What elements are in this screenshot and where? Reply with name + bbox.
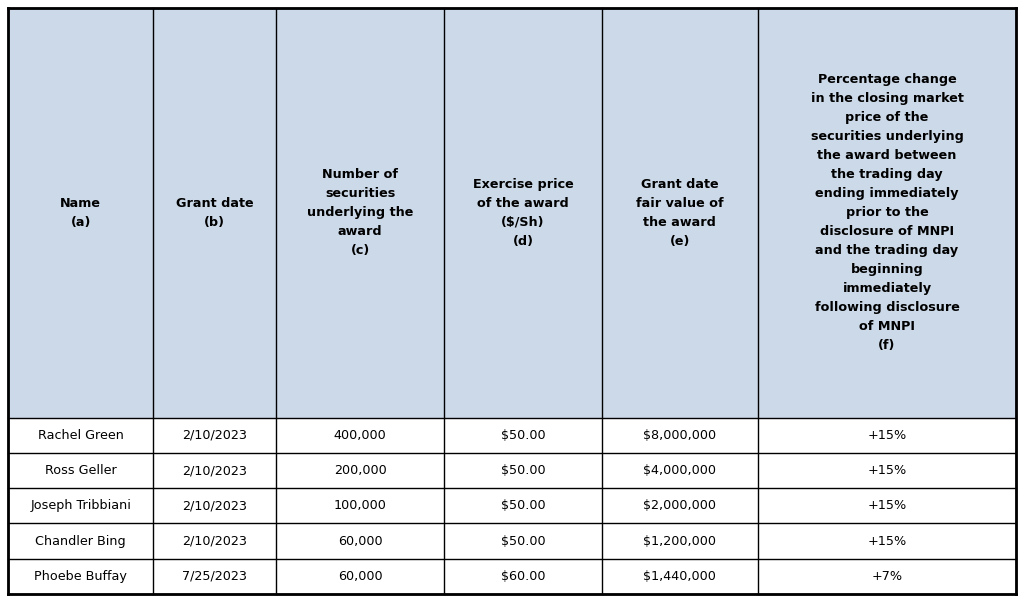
- Bar: [154, 453, 275, 488]
- Bar: [758, 453, 1016, 488]
- Bar: [602, 524, 758, 559]
- Bar: [602, 418, 758, 453]
- Bar: [444, 8, 602, 418]
- Text: Grant date
(b): Grant date (b): [176, 197, 254, 229]
- Bar: [154, 559, 275, 594]
- Text: 200,000: 200,000: [334, 464, 386, 477]
- Text: +7%: +7%: [871, 570, 902, 583]
- Bar: [758, 488, 1016, 524]
- Text: $50.00: $50.00: [501, 499, 545, 512]
- Text: 60,000: 60,000: [338, 570, 382, 583]
- Bar: [758, 524, 1016, 559]
- Bar: [275, 418, 444, 453]
- Text: $50.00: $50.00: [501, 464, 545, 477]
- Bar: [758, 8, 1016, 418]
- Bar: [444, 418, 602, 453]
- Bar: [275, 559, 444, 594]
- Text: 100,000: 100,000: [334, 499, 386, 512]
- Text: 400,000: 400,000: [334, 429, 386, 442]
- Bar: [444, 524, 602, 559]
- Text: Number of
securities
underlying the
award
(c): Number of securities underlying the awar…: [307, 169, 414, 257]
- Text: Joseph Tribbiani: Joseph Tribbiani: [31, 499, 131, 512]
- Bar: [8, 559, 154, 594]
- Bar: [275, 453, 444, 488]
- Bar: [444, 453, 602, 488]
- Text: Phoebe Buffay: Phoebe Buffay: [34, 570, 127, 583]
- Bar: [275, 488, 444, 524]
- Text: Percentage change
in the closing market
price of the
securities underlying
the a: Percentage change in the closing market …: [811, 73, 964, 352]
- Bar: [154, 524, 275, 559]
- Text: Name
(a): Name (a): [60, 197, 101, 229]
- Bar: [8, 8, 154, 418]
- Text: Ross Geller: Ross Geller: [45, 464, 117, 477]
- Text: $8,000,000: $8,000,000: [643, 429, 717, 442]
- Text: +15%: +15%: [867, 464, 906, 477]
- Bar: [602, 488, 758, 524]
- Bar: [154, 418, 275, 453]
- Text: $50.00: $50.00: [501, 429, 545, 442]
- Bar: [275, 8, 444, 418]
- Text: $4,000,000: $4,000,000: [643, 464, 717, 477]
- Text: Chandler Bing: Chandler Bing: [36, 535, 126, 548]
- Bar: [444, 559, 602, 594]
- Text: Rachel Green: Rachel Green: [38, 429, 124, 442]
- Text: $60.00: $60.00: [501, 570, 545, 583]
- Text: +15%: +15%: [867, 499, 906, 512]
- Text: Exercise price
of the award
($/Sh)
(d): Exercise price of the award ($/Sh) (d): [472, 178, 573, 248]
- Bar: [758, 559, 1016, 594]
- Text: $1,200,000: $1,200,000: [643, 535, 717, 548]
- Text: $1,440,000: $1,440,000: [643, 570, 716, 583]
- Text: 7/25/2023: 7/25/2023: [182, 570, 247, 583]
- Text: 60,000: 60,000: [338, 535, 382, 548]
- Bar: [8, 453, 154, 488]
- Text: 2/10/2023: 2/10/2023: [182, 535, 247, 548]
- Bar: [602, 453, 758, 488]
- Bar: [444, 488, 602, 524]
- Text: 2/10/2023: 2/10/2023: [182, 464, 247, 477]
- Bar: [8, 524, 154, 559]
- Bar: [758, 418, 1016, 453]
- Bar: [154, 488, 275, 524]
- Bar: [602, 8, 758, 418]
- Text: +15%: +15%: [867, 535, 906, 548]
- Text: $50.00: $50.00: [501, 535, 545, 548]
- Bar: [602, 559, 758, 594]
- Bar: [275, 524, 444, 559]
- Text: $2,000,000: $2,000,000: [643, 499, 717, 512]
- Text: Grant date
fair value of
the award
(e): Grant date fair value of the award (e): [636, 178, 724, 248]
- Bar: [8, 418, 154, 453]
- Bar: [154, 8, 275, 418]
- Text: +15%: +15%: [867, 429, 906, 442]
- Text: 2/10/2023: 2/10/2023: [182, 499, 247, 512]
- Text: 2/10/2023: 2/10/2023: [182, 429, 247, 442]
- Bar: [8, 488, 154, 524]
